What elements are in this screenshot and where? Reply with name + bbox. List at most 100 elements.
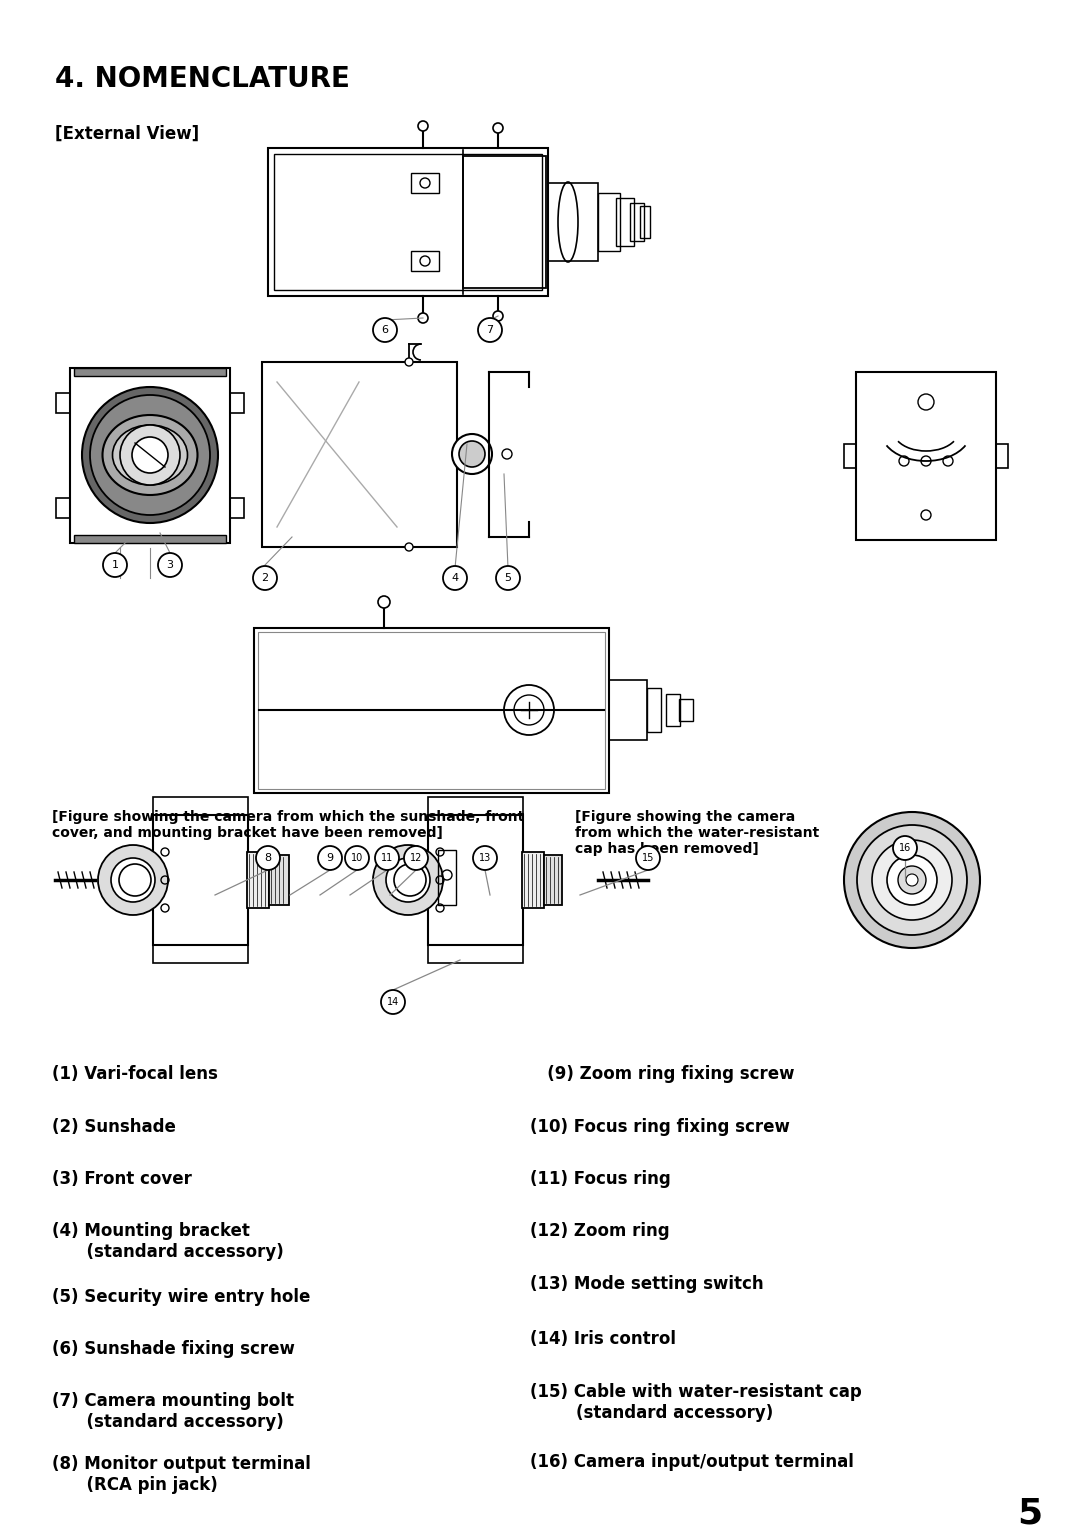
Bar [463, 156, 546, 287]
Circle shape [887, 856, 937, 905]
Text: [Figure showing the camera
from which the water-resistant
cap has been removed]: [Figure showing the camera from which th… [575, 810, 820, 856]
Bar [70, 368, 230, 542]
Text: (9) Zoom ring fixing screw: (9) Zoom ring fixing screw [530, 1065, 795, 1083]
Text: (8) Monitor output terminal
      (RCA pin jack): (8) Monitor output terminal (RCA pin jac… [52, 1455, 311, 1494]
Text: 9: 9 [326, 853, 334, 863]
Text: (13) Mode setting switch: (13) Mode setting switch [530, 1274, 764, 1293]
Circle shape [843, 811, 980, 947]
Circle shape [396, 868, 420, 892]
Bar [56, 393, 70, 413]
Bar [56, 498, 70, 518]
Bar [411, 173, 438, 193]
Bar [230, 393, 244, 413]
Text: 13: 13 [478, 853, 491, 863]
Circle shape [897, 866, 926, 894]
Circle shape [103, 553, 127, 578]
Text: (16) Camera input/output terminal: (16) Camera input/output terminal [530, 1453, 854, 1471]
Bar [428, 814, 523, 944]
Ellipse shape [112, 425, 188, 484]
Text: (14) Iris control: (14) Iris control [530, 1329, 676, 1348]
Circle shape [496, 565, 519, 590]
Text: (6) Sunshade fixing screw: (6) Sunshade fixing screw [52, 1340, 295, 1358]
Circle shape [381, 990, 405, 1015]
Circle shape [636, 847, 660, 869]
Circle shape [492, 312, 503, 321]
Text: 6: 6 [381, 325, 389, 335]
Circle shape [418, 313, 428, 322]
Bar [247, 853, 269, 908]
Text: 2: 2 [261, 573, 269, 584]
Circle shape [345, 847, 369, 869]
Circle shape [405, 542, 413, 552]
Text: [External View]: [External View] [55, 125, 199, 144]
Text: 4: 4 [451, 573, 459, 584]
Text: (7) Camera mounting bolt
      (standard accessory): (7) Camera mounting bolt (standard acces… [52, 1392, 294, 1430]
Bar [609, 680, 647, 740]
Bar [438, 850, 456, 905]
Circle shape [378, 596, 390, 608]
Text: 11: 11 [381, 853, 393, 863]
Bar [262, 362, 457, 547]
Circle shape [120, 425, 180, 484]
Circle shape [394, 863, 426, 895]
Circle shape [98, 845, 168, 915]
Circle shape [872, 840, 951, 920]
Bar [630, 203, 644, 241]
Text: (5) Security wire entry hole: (5) Security wire entry hole [52, 1288, 310, 1306]
Text: (10) Focus ring fixing screw: (10) Focus ring fixing screw [530, 1118, 789, 1135]
Circle shape [386, 859, 430, 902]
Bar [75, 535, 226, 542]
Text: (1) Vari-focal lens: (1) Vari-focal lens [52, 1065, 218, 1083]
Bar [428, 798, 523, 814]
Bar [254, 628, 609, 793]
Text: 15: 15 [642, 853, 654, 863]
Text: (2) Sunshade: (2) Sunshade [52, 1118, 176, 1135]
Text: 12: 12 [409, 853, 422, 863]
Bar [996, 445, 1008, 468]
Text: (4) Mounting bracket
      (standard accessory): (4) Mounting bracket (standard accessory… [52, 1222, 284, 1261]
Circle shape [443, 565, 467, 590]
Text: 5: 5 [504, 573, 512, 584]
Bar [548, 183, 598, 261]
Text: 3: 3 [166, 559, 174, 570]
Text: 5: 5 [1017, 1496, 1042, 1528]
Bar [153, 944, 248, 963]
Bar [843, 445, 856, 468]
Circle shape [318, 847, 342, 869]
Text: [Figure showing the camera from which the sunshade, front
cover, and mounting br: [Figure showing the camera from which th… [52, 810, 524, 840]
Bar [153, 798, 248, 814]
Ellipse shape [103, 416, 198, 495]
Text: 16: 16 [899, 843, 912, 853]
Circle shape [375, 847, 399, 869]
Bar [666, 694, 680, 726]
Text: (3) Front cover: (3) Front cover [52, 1170, 192, 1187]
Circle shape [492, 122, 503, 133]
Text: 1: 1 [111, 559, 119, 570]
Bar [640, 206, 650, 238]
Circle shape [418, 121, 428, 131]
Circle shape [373, 845, 443, 915]
Bar [544, 856, 562, 905]
Circle shape [473, 847, 497, 869]
Text: 14: 14 [387, 996, 400, 1007]
Circle shape [893, 836, 917, 860]
Bar [616, 199, 634, 246]
Bar [522, 853, 544, 908]
Bar [274, 154, 542, 290]
Circle shape [82, 387, 218, 523]
Text: 7: 7 [486, 325, 494, 335]
Circle shape [119, 863, 151, 895]
Circle shape [256, 847, 280, 869]
Circle shape [405, 358, 413, 367]
Bar [258, 633, 605, 788]
Circle shape [404, 847, 428, 869]
Text: 10: 10 [351, 853, 363, 863]
Bar [269, 856, 289, 905]
Circle shape [459, 442, 485, 468]
Circle shape [121, 868, 145, 892]
Circle shape [111, 859, 156, 902]
Bar [598, 193, 620, 251]
Text: (12) Zoom ring: (12) Zoom ring [530, 1222, 670, 1241]
Bar [428, 944, 523, 963]
Text: (15) Cable with water-resistant cap
        (standard accessory): (15) Cable with water-resistant cap (sta… [530, 1383, 862, 1421]
